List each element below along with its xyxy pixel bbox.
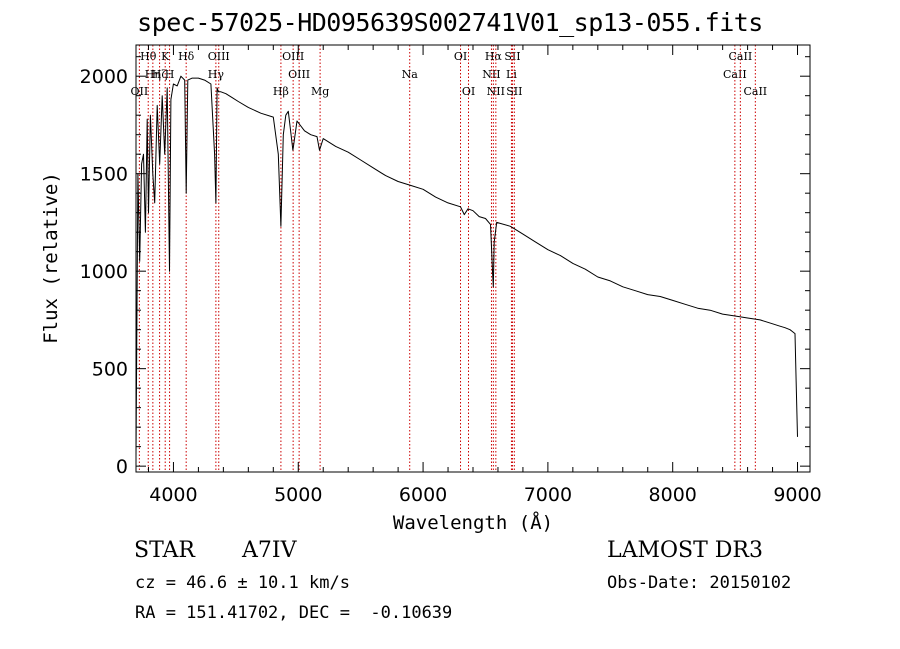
line-label-13: Na bbox=[402, 68, 419, 81]
line-label-22: CaII bbox=[723, 68, 747, 81]
plot-frame bbox=[135, 44, 811, 473]
line-label-14: OI bbox=[454, 50, 467, 63]
spectral-subclass: A7IV bbox=[242, 538, 297, 563]
x-tick-label-8000: 8000 bbox=[649, 484, 697, 506]
line-label-20: SII bbox=[504, 50, 520, 63]
line-label-18: NII bbox=[487, 85, 505, 98]
line-label-12: Mg bbox=[311, 85, 329, 98]
line-label-6: Hδ bbox=[178, 50, 195, 63]
redshift-velocity: cz = 46.6 ± 10.1 km/s bbox=[135, 573, 350, 593]
line-label-0: OII bbox=[131, 85, 149, 98]
line-label-9: Hβ bbox=[273, 85, 289, 98]
line-label-23: CaII bbox=[729, 50, 753, 63]
y-tick-label-0: 0 bbox=[116, 456, 128, 478]
spectrum-series-0 bbox=[135, 75, 798, 457]
line-label-16: NII bbox=[482, 68, 500, 81]
survey-name: LAMOST DR3 bbox=[607, 538, 763, 563]
line-label-1: Hθ bbox=[140, 50, 157, 63]
y-tick-label-1000: 1000 bbox=[80, 261, 128, 283]
line-label-19: Li bbox=[506, 68, 517, 81]
y-axis-label: Flux (relative) bbox=[40, 172, 62, 344]
line-label-10: OIII bbox=[282, 50, 304, 63]
line-label-11: OIII bbox=[288, 68, 310, 81]
observation-date: Obs-Date: 20150102 bbox=[607, 573, 792, 593]
line-label-15: OI bbox=[462, 85, 475, 98]
line-label-8: OIII bbox=[208, 50, 230, 63]
coordinates: RA = 151.41702, DEC = -0.10639 bbox=[135, 603, 453, 623]
spectrum-layer bbox=[135, 75, 798, 457]
x-tick-label-7000: 7000 bbox=[524, 484, 572, 506]
line-label-24: CaII bbox=[743, 85, 767, 98]
y-tick-label-500: 500 bbox=[92, 359, 128, 381]
line-label-21: SII bbox=[506, 85, 522, 98]
y-tick-label-2000: 2000 bbox=[80, 66, 128, 88]
x-tick-label-9000: 9000 bbox=[773, 484, 821, 506]
line-label-7: Hγ bbox=[208, 68, 225, 81]
x-tick-label-5000: 5000 bbox=[274, 484, 322, 506]
line-label-17: Hα bbox=[485, 50, 503, 63]
chart-title: spec-57025-HD095639S002741V01_sp13-055.f… bbox=[137, 8, 763, 37]
line-label-5: H bbox=[165, 68, 175, 81]
x-tick-label-4000: 4000 bbox=[149, 484, 197, 506]
y-tick-label-1500: 1500 bbox=[80, 164, 128, 186]
axis-ticks: 4000 5000 6000 7000 8000 9000 0 500 1000 1500 2000 bbox=[80, 45, 822, 506]
line-label-3: Hζ bbox=[152, 68, 168, 81]
line-label-4: K bbox=[161, 50, 170, 63]
line-label-2: Hη bbox=[145, 68, 161, 81]
emission-line-markers: OIIHθHηHζKHHδHγOIIIHβOIIIOIIIMgNaOIOINII… bbox=[131, 45, 767, 472]
object-class: STAR bbox=[134, 538, 195, 563]
x-tick-label-6000: 6000 bbox=[399, 484, 447, 506]
x-axis-label: Wavelength (Å) bbox=[393, 511, 553, 534]
